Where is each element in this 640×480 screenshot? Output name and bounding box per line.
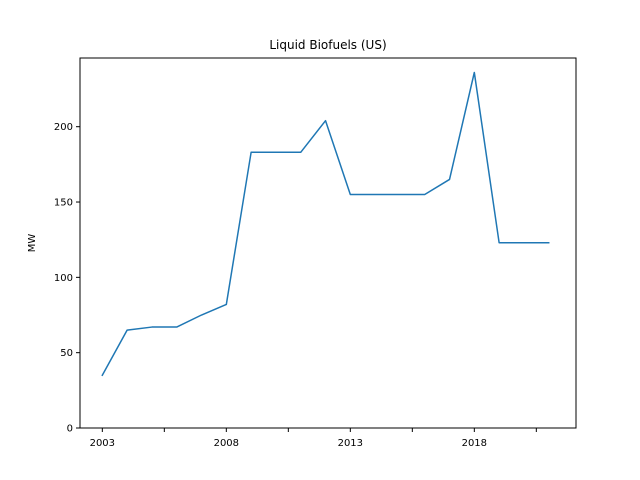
y-tick-label: 150: [54, 198, 73, 209]
y-tick-label: 100: [54, 273, 73, 284]
x-tick-label: 2003: [90, 438, 115, 449]
series-line: [101, 71, 550, 377]
x-tick-label: 2008: [214, 438, 239, 449]
y-tick-label: 50: [60, 348, 73, 359]
x-tick-label: 2018: [462, 438, 487, 449]
x-tick-label: 2013: [338, 438, 363, 449]
axis-ticks: 2003 2008 2013 2018 0 50 100 150 200: [54, 122, 537, 449]
series-lines: [101, 71, 550, 377]
y-axis-label: MW: [27, 234, 38, 253]
chart-title: Liquid Biofuels (US): [269, 38, 386, 52]
plot-area: [80, 58, 576, 428]
plot-frame: [79, 57, 577, 429]
y-tick-label: 0: [67, 424, 73, 435]
y-tick-label: 200: [54, 122, 73, 133]
